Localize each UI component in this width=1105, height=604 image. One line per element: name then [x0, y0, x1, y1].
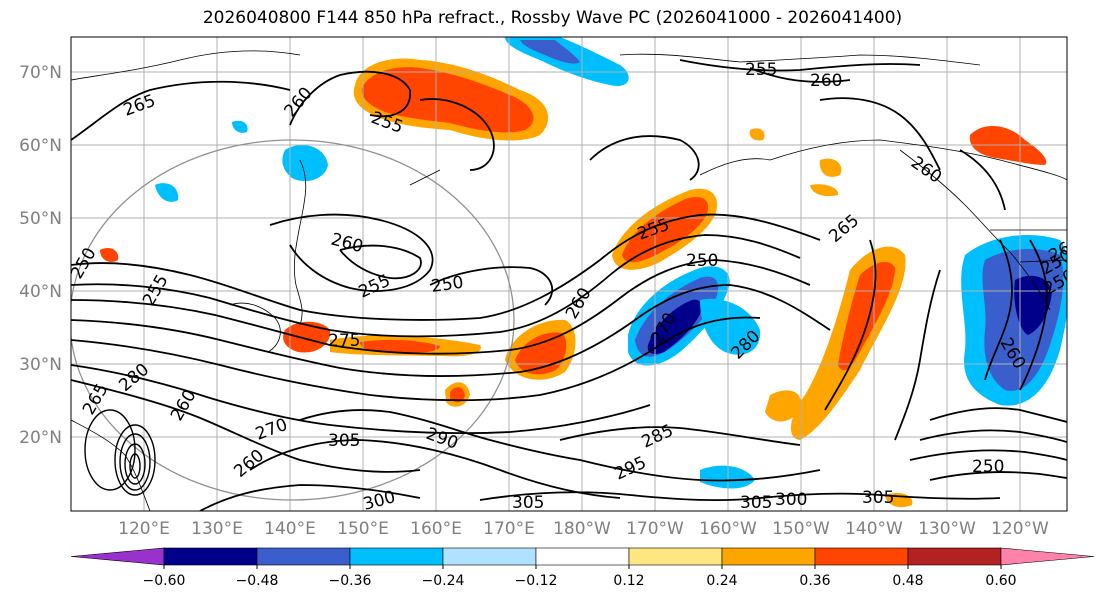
colorbar-swatch — [628, 547, 723, 566]
contour-label: 300 — [775, 490, 807, 510]
colorbar-tick-label: −0.36 — [329, 573, 372, 589]
lat-label: 20°N — [19, 428, 62, 448]
map-title: 2026040800 F144 850 hPa refract., Rossby… — [202, 8, 903, 28]
colorbar-tick-label: −0.24 — [422, 573, 465, 589]
contour-label: 305 — [862, 488, 894, 508]
lat-label: 30°N — [19, 355, 62, 375]
latitude-labels: 70°N 60°N 50°N 40°N 30°N 20°N — [19, 63, 62, 448]
colorbar-tick-label: 0.36 — [799, 573, 830, 589]
contour-label: 305 — [328, 431, 360, 451]
colorbar-swatch — [721, 547, 816, 566]
region-circle — [71, 139, 515, 501]
contour-label: 255 — [745, 60, 777, 80]
colorbar-tick-label: 0.12 — [613, 573, 644, 589]
contour-label: 260 — [810, 71, 842, 91]
colorbar: −0.60 −0.48 −0.36 −0.24 −0.12 0.12 0.24 0.36 0.4… — [70, 547, 1095, 589]
colorbar-swatch — [907, 547, 1002, 566]
contour-label: 275 — [328, 331, 360, 351]
colorbar-tick-label: 0.60 — [985, 573, 1016, 589]
lon-label: 130°E — [191, 519, 243, 539]
contour-label: 250 — [430, 273, 465, 297]
contour-label: 305 — [512, 493, 544, 513]
colorbar-swatch — [442, 547, 537, 566]
contour-label: 250 — [686, 251, 718, 271]
colorbar-tick-label: 0.24 — [706, 573, 737, 589]
lat-label: 60°N — [19, 136, 62, 156]
lat-label: 50°N — [19, 209, 62, 229]
colorbar-tick-label: 0.48 — [892, 573, 923, 589]
lat-label: 70°N — [19, 63, 62, 83]
lon-label: 150°W — [772, 519, 830, 539]
lon-label: 140°W — [845, 519, 903, 539]
colorbar-swatch — [163, 547, 258, 566]
colorbar-swatch — [814, 547, 909, 566]
lon-label: 160°E — [410, 519, 462, 539]
lon-label: 120°E — [118, 519, 170, 539]
plot-frame — [70, 36, 1068, 512]
colorbar-swatch — [1000, 547, 1095, 566]
lon-label: 170°W — [626, 519, 684, 539]
lon-label: 120°W — [991, 519, 1049, 539]
colorbar-tick-label: −0.48 — [236, 573, 279, 589]
contour-label: 300 — [361, 487, 398, 515]
lon-label: 130°W — [918, 519, 976, 539]
colorbar-tick-label: −0.60 — [143, 573, 186, 589]
longitude-labels: 120°E 130°E 140°E 150°E 160°E 170°E 180°… — [118, 519, 1049, 539]
colorbar-swatch — [535, 547, 630, 566]
plot-area — [71, 37, 1067, 511]
refractivity-contours — [71, 59, 1067, 511]
lon-label: 140°E — [264, 519, 316, 539]
lat-label: 40°N — [19, 282, 62, 302]
colorbar-swatch — [70, 547, 165, 566]
contour-label: 305 — [740, 493, 772, 513]
tight-contours — [84, 409, 156, 496]
lon-label: 170°E — [483, 519, 535, 539]
lon-label: 150°E — [337, 519, 389, 539]
contour-label: 250 — [972, 457, 1004, 477]
colorbar-swatch — [349, 547, 444, 566]
lon-label: 160°W — [699, 519, 757, 539]
colorbar-swatch — [256, 547, 351, 566]
lon-label: 180°W — [553, 519, 611, 539]
colorbar-tick-label: −0.12 — [515, 573, 558, 589]
